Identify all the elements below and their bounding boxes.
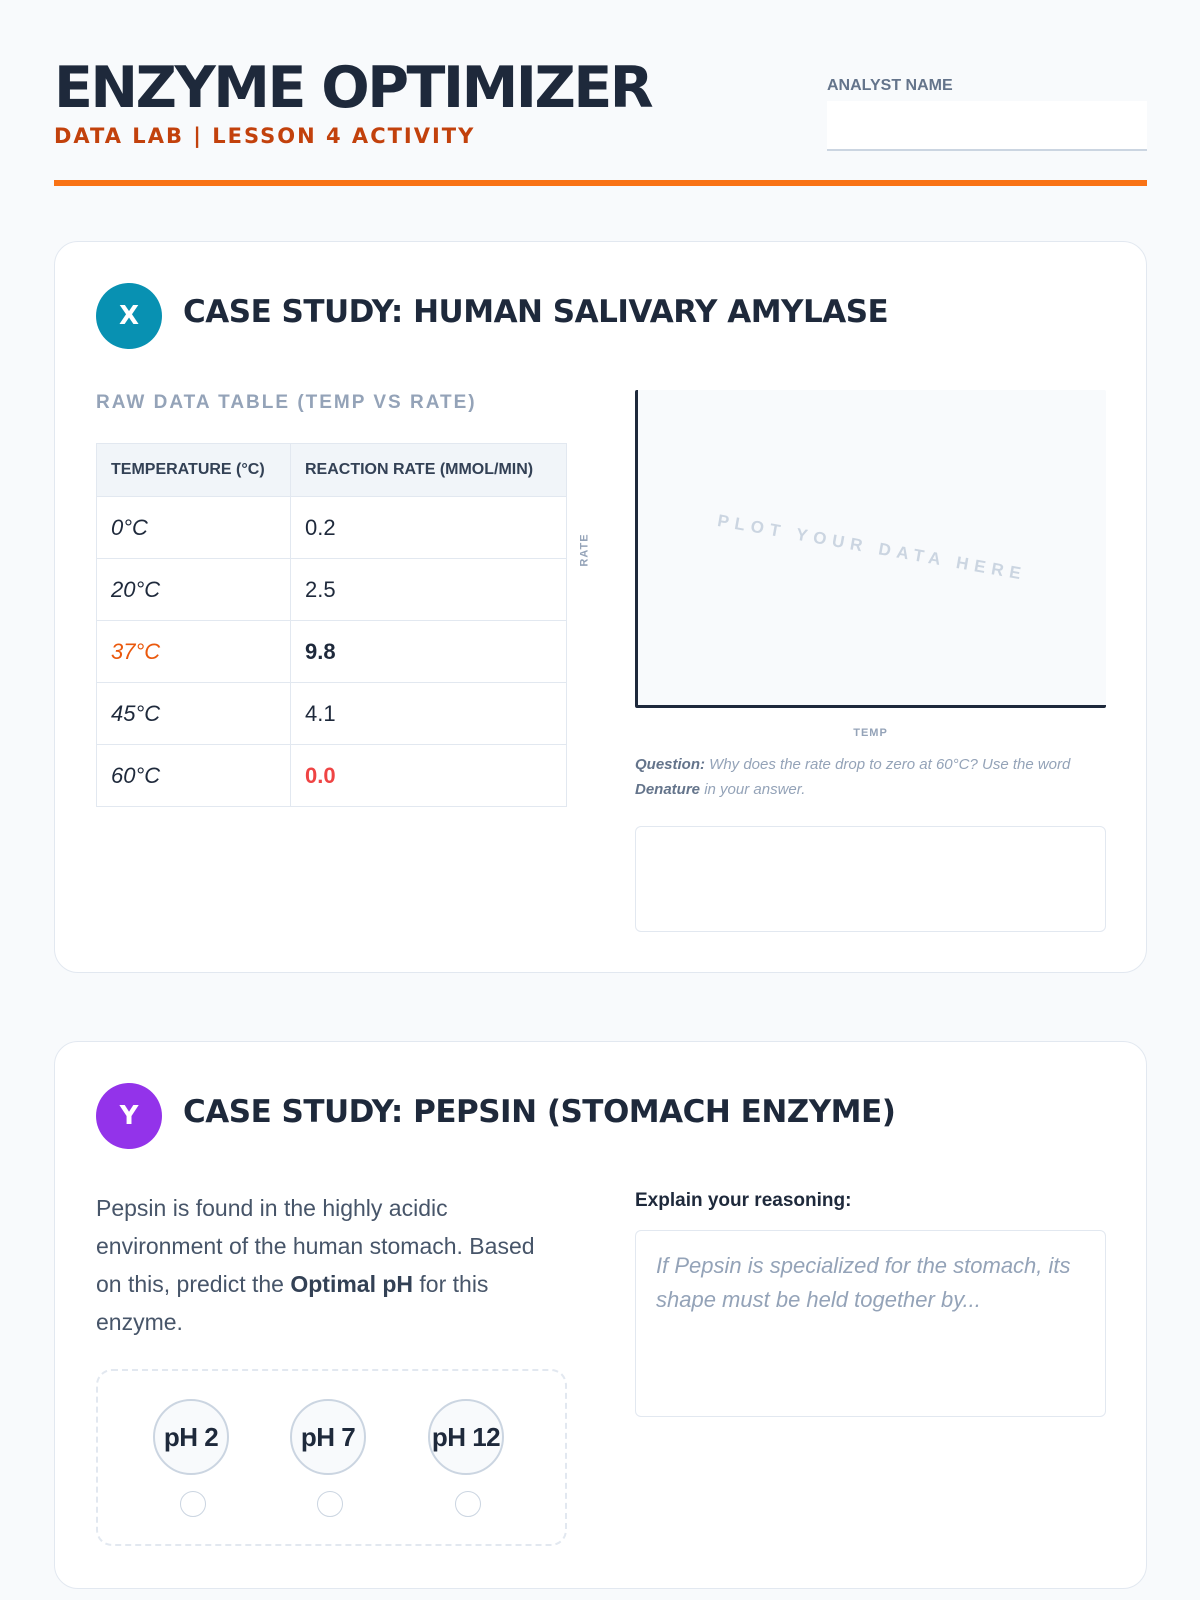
temp-cell-optimal: 37°C <box>96 620 291 683</box>
question-label: Question: <box>635 756 705 773</box>
temp-cell: 45°C <box>96 682 291 745</box>
rate-cell: 0.2 <box>290 496 567 559</box>
description-text-1: Pepsin is found in the highly acidic env… <box>96 1195 535 1297</box>
question-text: Question: Why does the rate drop to zero… <box>635 752 1110 802</box>
question-answer-field[interactable] <box>635 826 1106 932</box>
analyst-name-input[interactable] <box>827 101 1147 151</box>
reasoning-field[interactable] <box>635 1230 1106 1417</box>
pepsin-description: Pepsin is found in the highly acidic env… <box>96 1189 556 1341</box>
raw-data-table: TEMPERATURE (°C) REACTION RATE (MMOL/MIN… <box>96 443 567 807</box>
case-study-y-card: Y CASE STUDY: PEPSIN (STOMACH ENZYME) Pe… <box>54 1041 1147 1589</box>
reasoning-label: Explain your reasoning: <box>635 1190 852 1211</box>
question-body-2: in your answer. <box>704 781 806 798</box>
table-row: 20°C 2.5 <box>96 558 567 621</box>
ph-7-label: pH 7 <box>290 1399 366 1475</box>
case-study-x-card: X CASE STUDY: HUMAN SALIVARY AMYLASE RAW… <box>54 241 1147 973</box>
table-row: 0°C 0.2 <box>96 496 567 559</box>
case-x-badge: X <box>96 283 162 349</box>
ph-option-2[interactable]: pH 2 <box>153 1399 233 1529</box>
plot-placeholder: PLOT YOUR DATA HERE <box>716 510 1029 584</box>
analyst-name-label: ANALYST NAME <box>827 77 953 94</box>
table-row: 60°C 0.0 <box>96 744 567 807</box>
ph-option-7[interactable]: pH 7 <box>290 1399 370 1529</box>
temp-cell: 20°C <box>96 558 291 621</box>
rate-cell: 2.5 <box>290 558 567 621</box>
table-row-optimal: 37°C 9.8 <box>96 620 567 683</box>
plot-y-axis-label: RATE <box>578 533 591 567</box>
question-keyword: Denature <box>635 781 701 798</box>
case-y-title: CASE STUDY: PEPSIN (STOMACH ENZYME) <box>183 1094 896 1130</box>
description-keyword: Optimal pH <box>290 1271 414 1297</box>
ph-7-radio[interactable] <box>317 1491 343 1517</box>
page-header: ENZYME OPTIMIZER DATA LAB | LESSON 4 ACT… <box>54 56 1147 187</box>
case-y-badge: Y <box>96 1083 162 1149</box>
column-header-reaction-rate: REACTION RATE (MMOL/MIN) <box>290 443 567 497</box>
question-body-1: Why does the rate drop to zero at 60°C? … <box>709 756 1071 773</box>
ph-12-radio[interactable] <box>455 1491 481 1517</box>
temp-cell: 60°C <box>96 744 291 807</box>
page-subtitle: DATA LAB | LESSON 4 ACTIVITY <box>54 124 476 148</box>
rate-cell-denatured: 0.0 <box>290 744 567 807</box>
ph-options-group: pH 2 pH 7 pH 12 <box>96 1369 567 1546</box>
raw-data-table-label: RAW DATA TABLE (TEMP VS RATE) <box>96 392 477 413</box>
ph-2-radio[interactable] <box>180 1491 206 1517</box>
header-divider <box>54 180 1147 186</box>
description-text-2: for this enzyme. <box>96 1271 489 1335</box>
plot-x-axis-label: TEMP <box>853 727 888 739</box>
plot-area[interactable]: PLOT YOUR DATA HERE <box>635 390 1106 708</box>
temp-cell: 0°C <box>96 496 291 559</box>
ph-option-12[interactable]: pH 12 <box>428 1399 508 1529</box>
rate-cell: 4.1 <box>290 682 567 745</box>
column-header-temperature: TEMPERATURE (°C) <box>96 443 291 497</box>
ph-2-label: pH 2 <box>153 1399 229 1475</box>
case-x-title: CASE STUDY: HUMAN SALIVARY AMYLASE <box>183 294 889 330</box>
table-row: 45°C 4.1 <box>96 682 567 745</box>
table-header-row: TEMPERATURE (°C) REACTION RATE (MMOL/MIN… <box>96 443 567 497</box>
page-title: ENZYME OPTIMIZER <box>54 55 654 121</box>
rate-cell-optimal: 9.8 <box>290 620 567 683</box>
ph-12-label: pH 12 <box>428 1399 504 1475</box>
